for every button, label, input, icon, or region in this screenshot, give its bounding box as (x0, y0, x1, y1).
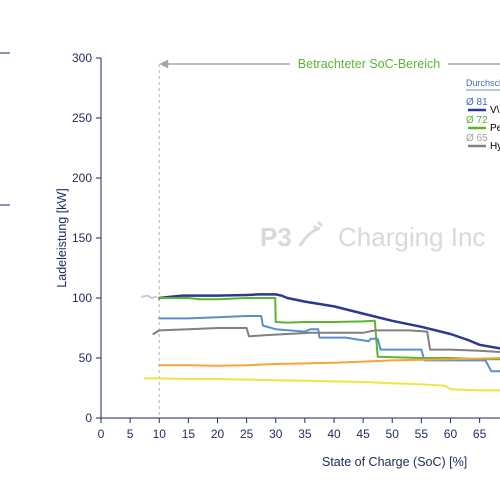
x-tick-label: 40 (327, 427, 341, 441)
x-tick-label: 0 (98, 427, 105, 441)
x-tick-label: 35 (298, 427, 312, 441)
legend-label: V\ (490, 105, 500, 116)
y-tick-label: 250 (72, 111, 92, 125)
x-tick-label: 60 (444, 427, 458, 441)
x-tick-label: 65 (473, 427, 487, 441)
x-tick-label: 5 (127, 427, 134, 441)
legend-avg: Ø 72 (466, 115, 488, 126)
series-line-1 (157, 293, 500, 350)
legend-avg: Ø 81 (466, 97, 488, 108)
x-tick-label: 50 (386, 427, 400, 441)
y-tick-label: 100 (72, 291, 92, 305)
legend: Durchsch Ø 81 V\ Ø 72 Pe Ø 65 Hy (462, 74, 500, 160)
watermark: P3 Charging Inc (260, 220, 485, 252)
series-line-2 (158, 297, 500, 361)
series-line-4 (152, 327, 500, 353)
series-line-5 (158, 357, 500, 367)
series-line-3 (158, 315, 500, 373)
x-tick-label: 10 (153, 427, 167, 441)
series-line-7 (140, 294, 158, 299)
x-tick-label: 25 (240, 427, 254, 441)
legend-avg: Ø 65 (466, 133, 488, 144)
x-tick-label: 15 (182, 427, 196, 441)
plug-icon (298, 220, 324, 247)
x-tick-label: 20 (211, 427, 225, 441)
x-tick-label: 45 (356, 427, 370, 441)
watermark-text: Charging Inc (338, 222, 485, 252)
x-tick-label: 30 (269, 427, 283, 441)
y-tick-label: 150 (72, 231, 92, 245)
watermark-logo: P3 (260, 222, 292, 252)
annotation-label: Betrachteter SoC-Bereich (298, 57, 440, 71)
y-tick-label: 50 (79, 351, 93, 365)
x-tick-label: 55 (415, 427, 429, 441)
y-tick-label: 300 (72, 51, 92, 65)
y-tick-label: 200 (72, 171, 92, 185)
y-axis-title: Ladeleistung [kW] (55, 188, 69, 287)
x-axis-title: State of Charge (SoC) [%] (322, 455, 467, 469)
series-line-6 (143, 377, 500, 392)
arrow-head-icon (159, 59, 169, 69)
legend-label: Pe (490, 123, 500, 134)
legend-title: Durchsch (466, 78, 500, 88)
y-tick-label: 0 (85, 411, 92, 425)
legend-label: Hy (490, 141, 500, 152)
